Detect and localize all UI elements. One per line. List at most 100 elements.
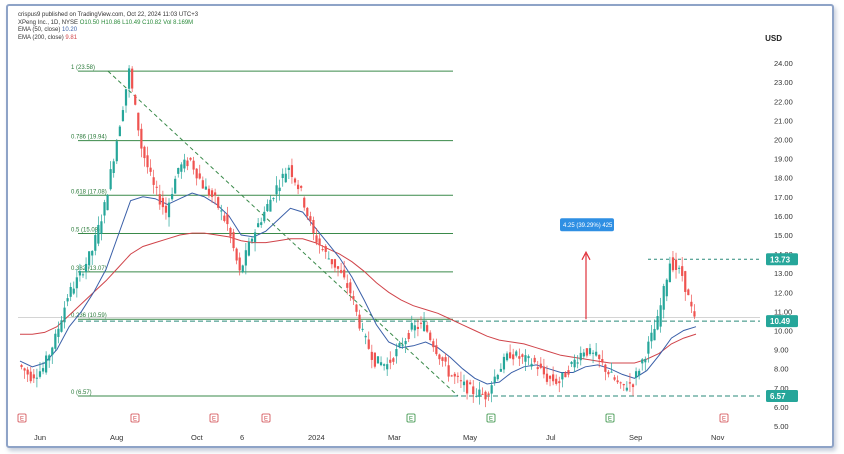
y-tick-label: 13.00 (774, 269, 793, 278)
high-value: H10.86 (101, 19, 121, 26)
candle-body (678, 267, 681, 269)
candle-body (687, 289, 690, 296)
candle-body (419, 322, 423, 324)
candle-body (78, 270, 82, 276)
price-tag (766, 253, 798, 266)
candle-body (161, 197, 164, 208)
open-value: O10.50 (79, 19, 100, 26)
candle-body (51, 347, 54, 356)
candle-body (217, 197, 220, 208)
candle-body (223, 215, 226, 221)
candle-body (333, 259, 337, 268)
candle-body (106, 194, 109, 211)
candle-body (346, 283, 349, 288)
candle-body (588, 348, 592, 355)
candle-body (250, 238, 254, 242)
candle-body (84, 263, 88, 273)
candle-body (238, 257, 241, 271)
candle-body (241, 265, 244, 272)
candle-body (275, 185, 278, 195)
candle-body (438, 354, 441, 360)
candle-body (127, 68, 131, 89)
candle-body (23, 368, 26, 371)
y-tick-label: 8.00 (774, 365, 789, 374)
candle-body (180, 164, 183, 172)
candle-body (539, 363, 542, 368)
event-marker-label: E (409, 417, 413, 423)
y-tick-label: 20.00 (774, 136, 793, 145)
ema200-legend: EMA (200, close) 9.81 (18, 34, 78, 41)
candle-body (257, 223, 260, 228)
price-chart[interactable]: 24.00 23.00 22.00 21.00 20.00 19.00 18.00 17.00… (8, 6, 832, 446)
candle-body (140, 128, 143, 149)
candle-body (45, 355, 48, 373)
candle-body (186, 160, 189, 167)
candle-body (220, 210, 223, 212)
candle-body (247, 241, 251, 256)
candle-body (235, 248, 238, 261)
candle-body (318, 238, 321, 246)
x-tick-label: Jul (546, 433, 556, 442)
y-tick-label: 12.00 (774, 288, 793, 297)
candle-body (358, 314, 361, 329)
x-tick-label: 6 (240, 433, 244, 442)
candle-body (552, 374, 555, 382)
candle-body (407, 332, 410, 340)
measure-label-box (560, 218, 614, 232)
candle-body (610, 371, 613, 373)
candle-body (576, 362, 579, 364)
x-tick-label: Nov (711, 433, 725, 442)
candle-body (613, 377, 616, 380)
price-tag-label: 13.73 (770, 255, 791, 264)
event-marker-label: E (722, 417, 726, 423)
x-tick-label: Aug (110, 433, 123, 442)
close-value: C10.82 (142, 19, 162, 26)
candle-body (121, 110, 125, 121)
y-tick-label: 24.00 (774, 59, 793, 68)
candle-body (429, 332, 432, 341)
candle-body (207, 188, 211, 196)
candle-body (75, 277, 78, 289)
x-tick-label: Oct (191, 433, 204, 442)
candle-body (456, 375, 459, 377)
y-tick-label: 21.00 (774, 116, 793, 125)
candle-body (124, 89, 128, 106)
event-marker-label: E (264, 417, 268, 423)
event-marker-label: E (133, 417, 137, 423)
candle-body (174, 178, 177, 194)
event-marker (130, 413, 140, 423)
candle-body (598, 354, 601, 360)
volume-value: Vol 8.169M (163, 19, 194, 26)
candle-body (272, 198, 275, 200)
candle-body (164, 205, 168, 213)
candle-body (57, 328, 60, 337)
chart-frame: crispus9 published on TradingView.com, O… (6, 4, 834, 448)
candle-body (232, 232, 235, 249)
low-value: L10.49 (122, 19, 141, 26)
candle-body (567, 370, 570, 375)
candle-body (198, 173, 201, 179)
candle-body (303, 197, 306, 208)
candle-body (674, 259, 678, 270)
candle-body (370, 351, 373, 360)
candle-body (324, 246, 327, 252)
candle-body (143, 146, 146, 159)
candle-body (63, 307, 66, 323)
candle-body (41, 368, 45, 372)
fib-diagonal (107, 70, 459, 397)
candle-body (536, 367, 539, 370)
chart-header: crispus9 published on TradingView.com, O… (18, 12, 198, 42)
candle-body (134, 94, 137, 105)
event-marker (605, 413, 615, 423)
candle-body (395, 349, 398, 357)
candle-body (441, 357, 444, 361)
candle-body (103, 202, 106, 216)
candle-body (88, 251, 91, 266)
candle-body (684, 271, 687, 292)
candle-body (542, 366, 545, 375)
candle-body (60, 320, 63, 332)
candle-body (561, 372, 564, 380)
candle-body (634, 371, 638, 378)
candle-body (625, 387, 628, 391)
candle-body (616, 380, 619, 383)
